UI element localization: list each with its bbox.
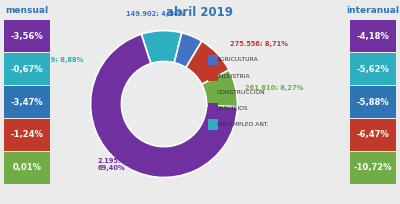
Text: 0,01%: 0,01%: [12, 163, 42, 172]
Text: mensual: mensual: [6, 6, 49, 15]
Text: 149.902; 4,74%: 149.902; 4,74%: [126, 11, 184, 18]
Bar: [208, 71, 218, 81]
Wedge shape: [186, 41, 229, 84]
Wedge shape: [202, 70, 238, 107]
Bar: [208, 120, 218, 130]
Wedge shape: [90, 34, 237, 177]
Text: -4,18%: -4,18%: [357, 32, 389, 41]
Text: CONSTRUCCIÓN: CONSTRUCCIÓN: [217, 90, 266, 95]
Text: -5,88%: -5,88%: [357, 98, 389, 106]
Text: -3,56%: -3,56%: [11, 32, 43, 41]
Text: AGRICULTURA: AGRICULTURA: [217, 58, 259, 62]
Bar: [208, 55, 218, 65]
Text: -0,67%: -0,67%: [11, 65, 43, 74]
FancyBboxPatch shape: [350, 53, 396, 85]
Text: interanual: interanual: [346, 6, 399, 15]
Wedge shape: [174, 33, 202, 68]
Text: -10,72%: -10,72%: [354, 163, 392, 172]
Bar: [208, 87, 218, 98]
FancyBboxPatch shape: [4, 119, 50, 151]
Text: INDUSTRIA: INDUSTRIA: [217, 74, 250, 79]
FancyBboxPatch shape: [350, 20, 396, 52]
Text: abril 2019: abril 2019: [166, 6, 234, 19]
FancyBboxPatch shape: [4, 86, 50, 118]
Text: 275.556; 8,71%: 275.556; 8,71%: [230, 41, 288, 47]
Text: 261.610; 8,27%: 261.610; 8,27%: [245, 85, 303, 91]
Text: SIN EMPLEO ANT.: SIN EMPLEO ANT.: [217, 122, 268, 127]
FancyBboxPatch shape: [4, 20, 50, 52]
Text: SERVICIOS: SERVICIOS: [217, 106, 248, 111]
Wedge shape: [141, 31, 182, 63]
Bar: [208, 103, 218, 114]
Text: -5,62%: -5,62%: [356, 65, 390, 74]
FancyBboxPatch shape: [350, 86, 396, 118]
FancyBboxPatch shape: [350, 119, 396, 151]
Text: -3,47%: -3,47%: [11, 98, 43, 106]
Text: 2.195.559;
69,40%: 2.195.559; 69,40%: [98, 158, 138, 171]
FancyBboxPatch shape: [4, 53, 50, 85]
Text: -6,47%: -6,47%: [357, 130, 389, 139]
Text: -1,24%: -1,24%: [10, 130, 44, 139]
Text: 280.939; 8,88%: 280.939; 8,88%: [25, 57, 83, 63]
FancyBboxPatch shape: [4, 152, 50, 184]
FancyBboxPatch shape: [350, 152, 396, 184]
